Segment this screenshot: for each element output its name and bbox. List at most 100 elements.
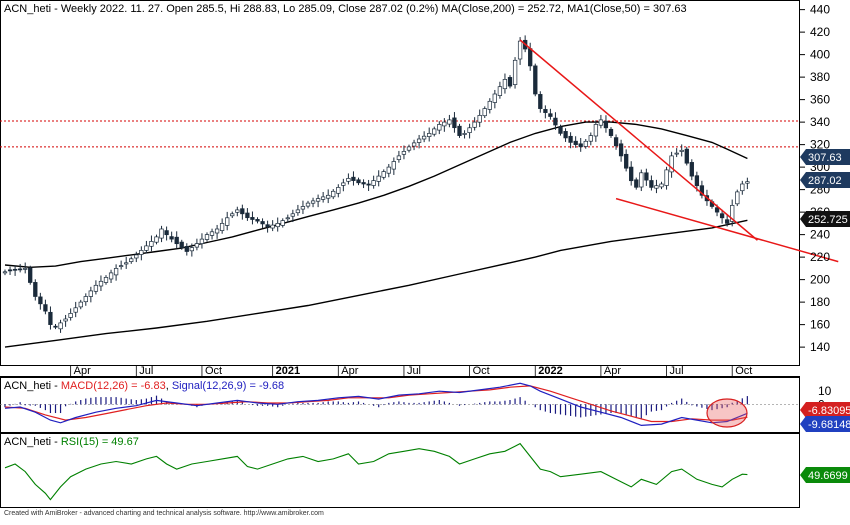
candle-body [406, 146, 412, 151]
candle-body [462, 133, 467, 135]
time-tick-label: Oct [473, 365, 490, 377]
candle-body [255, 219, 260, 222]
candle-body [719, 213, 725, 219]
rsi-header: ACN_heti - RSI(15) = 49.67 [4, 436, 139, 448]
candle-body [401, 151, 407, 155]
candle-body [543, 109, 548, 113]
time-tick-label: 2021 [276, 365, 300, 377]
candle-body [735, 191, 740, 205]
ma50-value-badge-group: 307.63 [800, 149, 850, 165]
time-tick-label: Jul [139, 365, 153, 377]
candle-body [245, 212, 250, 219]
candle-body [482, 108, 487, 117]
candle-body [608, 128, 614, 136]
price-tick-label: 160 [810, 318, 830, 332]
candle-body [295, 209, 301, 214]
candle-body [174, 236, 179, 245]
macd-line [4, 382, 748, 427]
candle-body [204, 234, 210, 240]
ma200-value-badge-shape [800, 211, 850, 227]
time-tick-label: Jul [407, 365, 421, 377]
candle-body [240, 208, 245, 215]
candle-body [260, 221, 265, 225]
macd-tick-label: 10 [818, 384, 832, 398]
candle-body [219, 223, 225, 231]
macd-value-badge-shape [800, 402, 850, 418]
macd-signal-line [4, 385, 748, 423]
candle-body [396, 155, 402, 160]
candle-body [447, 119, 452, 125]
candle-body [250, 217, 255, 220]
time-tick-label: Apr [74, 365, 91, 377]
candle-body [78, 301, 83, 308]
candle-body [639, 172, 644, 188]
candle-body [497, 86, 503, 96]
candle-body [118, 265, 124, 267]
price-pane [0, 0, 800, 366]
price-tick-label: 220 [810, 250, 830, 264]
candle-body [184, 246, 189, 252]
candle-body [169, 236, 174, 240]
candle-body [512, 59, 518, 85]
candle-body [108, 272, 114, 280]
ma50-value-badge-text: 307.63 [808, 152, 842, 164]
candle-body [134, 254, 139, 259]
trendline-1 [615, 197, 839, 263]
candle-body [492, 93, 497, 103]
candle-body [7, 269, 13, 272]
macd-header: ACN_heti - MACD(12,26) = -6.83, Signal(1… [4, 380, 284, 392]
candle-body [214, 228, 220, 234]
candlesticks [2, 35, 750, 333]
candle-body [573, 140, 578, 145]
ma200-value-badge-text: 252.725 [808, 214, 848, 226]
candle-body [113, 268, 119, 276]
candle-body [23, 268, 28, 270]
price-tick-label: 320 [810, 138, 830, 152]
candle-body [694, 175, 700, 187]
candle-body [553, 117, 558, 126]
candle-body [507, 77, 513, 87]
candle-body [669, 155, 674, 173]
candle-body [73, 307, 78, 313]
candle-body [331, 190, 336, 198]
candle-body [139, 250, 144, 255]
ma50-value-badge-shape [800, 149, 850, 165]
candle-body [502, 79, 508, 90]
candle-body [209, 231, 215, 236]
price-tick-label: 200 [810, 273, 830, 287]
rsi-pane [0, 433, 800, 508]
trendlines [519, 39, 839, 263]
candle-body [58, 322, 63, 330]
candle-body [2, 271, 8, 274]
macd-value-badge-group: -6.83095 [800, 402, 850, 418]
candle-body [689, 162, 694, 177]
candle-body [421, 135, 427, 140]
time-tick-label: Oct [735, 365, 752, 377]
candle-body [290, 213, 295, 217]
close-value-badge-shape [800, 172, 850, 188]
candle-body [154, 236, 159, 243]
candle-body [593, 124, 599, 137]
moving-averages [4, 121, 748, 348]
candle-body [477, 115, 482, 123]
candle-body [416, 138, 422, 143]
candle-body [63, 318, 68, 322]
candle-body [714, 207, 720, 213]
candle-body [472, 121, 477, 128]
candle-body [315, 198, 321, 202]
candle-body [235, 209, 240, 213]
candle-body [189, 247, 194, 252]
candle-body [427, 133, 432, 137]
candle-body [381, 171, 386, 178]
trendline-0 [519, 39, 758, 241]
candle-body [310, 200, 316, 204]
price-tick-label: 440 [810, 3, 830, 17]
candle-body [659, 183, 664, 188]
candle-body [684, 148, 689, 164]
macd-header-prefix: ACN_heti - [4, 380, 61, 392]
time-axis: Apr Jul Oct 2021 Apr Jul Oct 2022 Apr Jul Oct [70, 365, 752, 377]
rsi-header-prefix: ACN_heti - [4, 436, 61, 448]
macd-header-sep: , [166, 380, 172, 392]
candle-body [28, 267, 33, 283]
